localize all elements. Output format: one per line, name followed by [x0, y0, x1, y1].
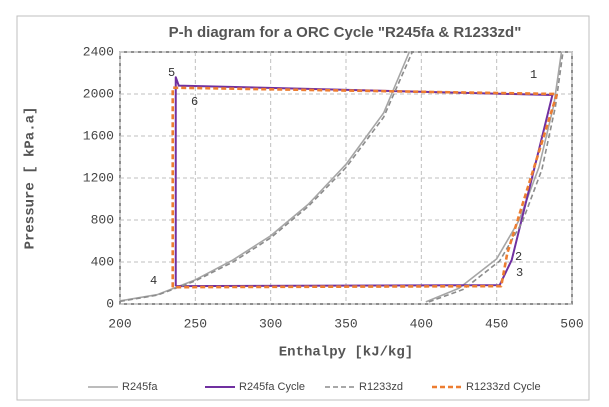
x-tick-label: 400: [410, 316, 433, 331]
y-tick-label: 400: [91, 254, 114, 269]
legend-label: R1233zd Cycle: [466, 381, 541, 393]
y-tick-label: 1200: [83, 170, 114, 185]
x-tick-label: 300: [259, 316, 282, 331]
y-axis-label: Pressure [ kPa.a]: [23, 107, 39, 250]
series-line: [120, 52, 564, 303]
x-tick-label: 200: [108, 316, 131, 331]
y-tick-label: 2400: [83, 44, 114, 59]
point-label: 4: [150, 274, 157, 288]
x-tick-label: 450: [485, 316, 508, 331]
legend-label: R245fa: [122, 381, 158, 393]
legend-label: R1233zd: [359, 381, 403, 393]
point-label: 5: [168, 66, 175, 80]
y-tick-label: 1600: [83, 128, 114, 143]
point-label: 6: [191, 95, 198, 109]
x-axis-label: Enthalpy [kJ/kg]: [279, 345, 413, 361]
x-tick-label: 350: [334, 316, 357, 331]
y-tick-label: 2000: [83, 86, 114, 101]
series-line: [171, 86, 559, 289]
y-tick-label: 0: [106, 296, 114, 311]
point-label: 2: [515, 250, 522, 264]
x-tick-label: 500: [560, 316, 583, 331]
legend-label: R245fa Cycle: [239, 381, 305, 393]
point-label: 1: [530, 68, 537, 82]
point-label: 3: [516, 266, 523, 280]
chart-title: P-h diagram for a ORC Cycle "R245fa & R1…: [169, 24, 522, 41]
y-tick-label: 800: [91, 212, 114, 227]
x-tick-label: 250: [184, 316, 207, 331]
